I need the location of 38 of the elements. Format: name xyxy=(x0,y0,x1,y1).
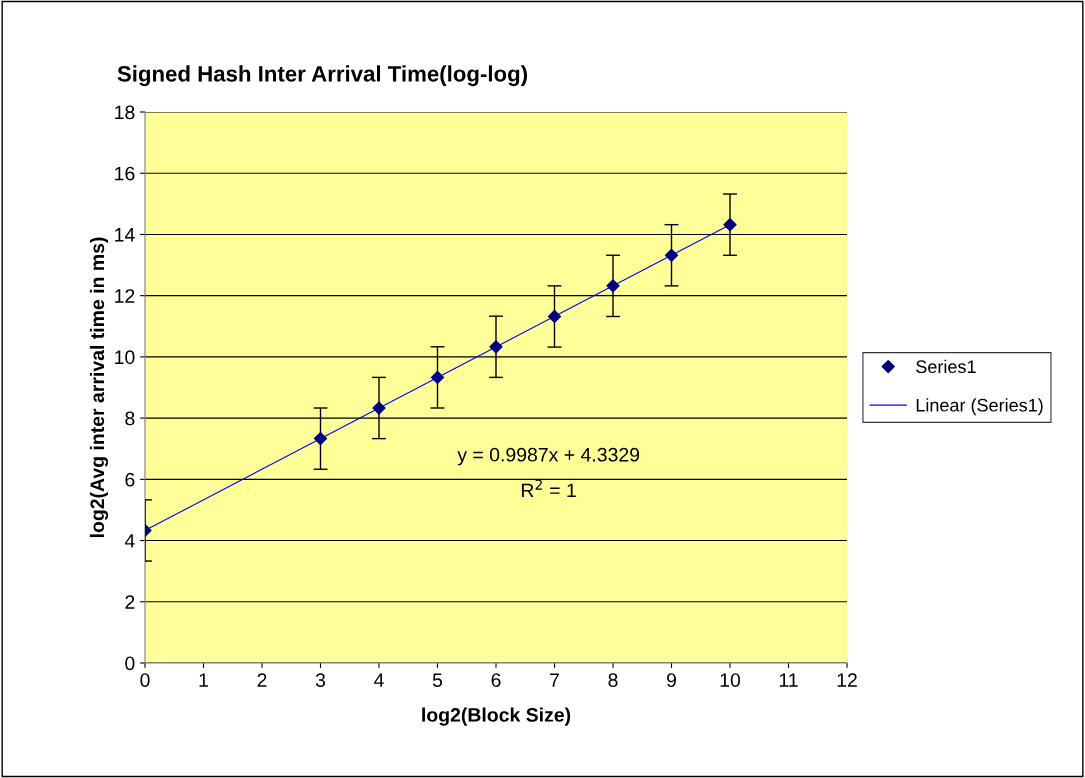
point xyxy=(372,401,386,415)
x-tick-label: 1 xyxy=(199,673,208,687)
point xyxy=(606,279,620,293)
point xyxy=(723,218,737,232)
x-tick-label: 3 xyxy=(315,673,326,687)
legend-label: Linear (Series1) xyxy=(916,398,1043,416)
x-tick-label: 5 xyxy=(432,673,443,687)
y-tick-label: 14 xyxy=(115,228,135,242)
y-tick-label: 0 xyxy=(125,656,135,671)
y-tick-label: 18 xyxy=(115,105,135,120)
x-tick-label: 10 xyxy=(720,673,741,687)
y-tick-label: 6 xyxy=(125,472,135,487)
legend-label: Series1 xyxy=(916,359,976,374)
point xyxy=(664,248,679,262)
y-tick-label: 2 xyxy=(125,595,135,609)
y-tick-label: 16 xyxy=(115,166,135,181)
y-axis-title: log2(Avg inter arrival time in ms) xyxy=(89,237,109,538)
x-tick-label: 12 xyxy=(837,673,857,687)
x-tick-label: 7 xyxy=(550,673,559,687)
y-tick-label: 8 xyxy=(125,411,135,426)
point xyxy=(547,309,562,324)
x-tick-label: 2 xyxy=(257,673,267,687)
x-tick-label: 4 xyxy=(374,673,384,687)
point xyxy=(489,340,503,354)
x-tick-label: 0 xyxy=(140,673,150,687)
annotation: R$^{2}$ = 1 xyxy=(521,479,576,498)
x-axis-title: log2(Block Size) xyxy=(422,707,571,726)
point xyxy=(313,432,328,446)
point xyxy=(430,370,445,384)
y-tick-label: 10 xyxy=(115,350,135,365)
y-tick-label: 4 xyxy=(124,534,135,548)
y-tick-label: 12 xyxy=(115,289,135,303)
x-tick-label: 6 xyxy=(491,673,501,687)
chart-title: Signed Hash Inter Arrival Time(log-log) xyxy=(117,65,527,87)
annotation: y = 0.9987x + 4.3329 xyxy=(457,447,640,466)
x-tick-label: 11 xyxy=(779,673,798,687)
x-tick-label: 9 xyxy=(667,673,676,687)
x-tick-label: 8 xyxy=(608,673,618,687)
